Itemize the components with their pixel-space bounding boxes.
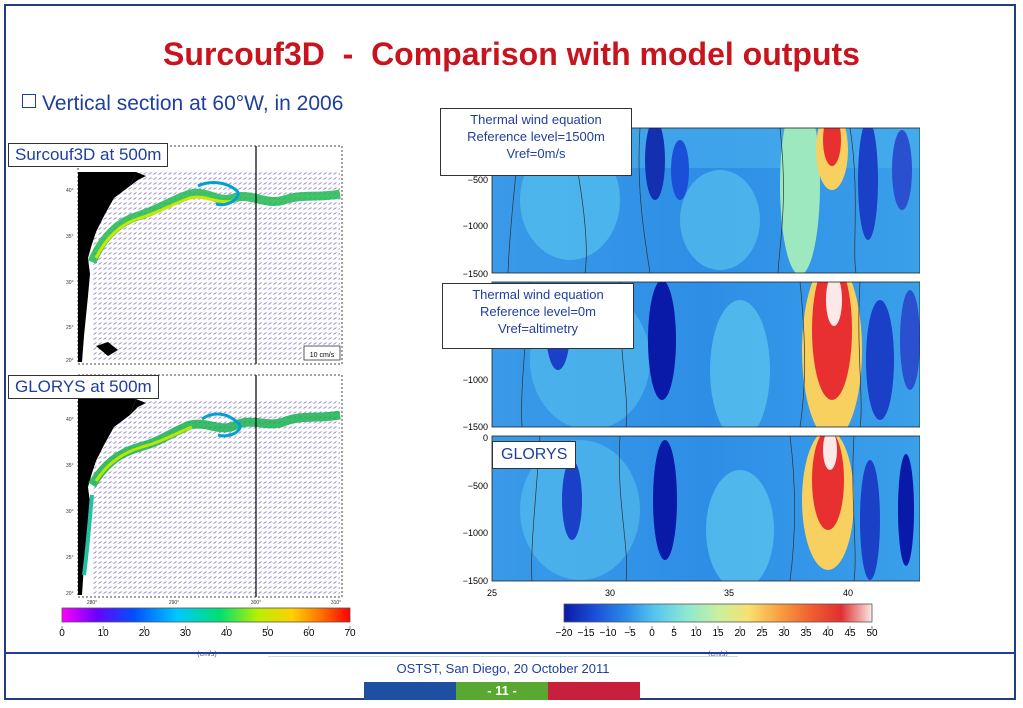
colorbar-tick-label: 10	[690, 628, 702, 639]
slide-title: Surcouf3D - Comparison with model output…	[163, 36, 860, 72]
depth-tick: −1500	[463, 422, 488, 432]
footer-bar-blue	[364, 682, 456, 700]
section-colorbar: −20 −15 −10 −5 0 5 10 15 20 25 30 35 40 45 50 (cm/s)	[556, 603, 878, 658]
section-lat-tick: 35	[724, 588, 734, 598]
checkbox-bullet-icon	[22, 94, 36, 108]
colorbar-tick-label: 50	[262, 628, 274, 639]
panel1-caption: Thermal wind equation Reference level=15…	[440, 108, 632, 176]
colorbar-tick-label: 0	[59, 628, 65, 639]
section-lat-tick: 40	[843, 588, 853, 598]
map-lat-tick: 25°	[66, 325, 74, 331]
map-lon-ticks: 280° 290° 300° 310°	[87, 600, 341, 606]
surcouf3d-map: 10 cm/s 40° 35° 30° 25° 20°	[66, 145, 343, 365]
footer-text: OSTST, San Diego, 20 October 2011	[268, 656, 738, 681]
surcouf3d-label: Surcouf3D at 500m	[8, 143, 169, 167]
map-lat-tick: 40°	[66, 417, 74, 423]
map-lat-ticks-bottom: 40° 35° 30° 25° 20°	[66, 417, 74, 597]
map-lon-tick: 290°	[169, 600, 179, 606]
page-number: - 11 -	[456, 682, 548, 700]
depth-tick: −1000	[463, 375, 488, 385]
map-lat-tick: 20°	[66, 591, 74, 597]
map-lon-tick: 280°	[87, 600, 97, 606]
map-lon-tick: 300°	[251, 600, 261, 606]
caption-line: Vref=0m/s	[506, 146, 566, 161]
depth-tick: −1500	[463, 269, 488, 279]
glorys-section-label: GLORYS	[492, 441, 577, 469]
colorbar-tick-label: 5	[671, 628, 677, 639]
depth-tick: −1500	[463, 576, 488, 586]
depth-ticks: −500 −1000 −1500 −1000 −1500 0 −500 −100…	[463, 175, 488, 586]
scale-label: 10 cm/s	[310, 352, 335, 359]
map-lat-tick: 40°	[66, 188, 74, 194]
map-lat-tick: 20°	[66, 358, 74, 364]
footer-bar-red	[548, 682, 640, 700]
colorbar-tick-label: 0	[649, 628, 655, 639]
depth-tick: −500	[468, 175, 488, 185]
depth-tick: −1000	[463, 221, 488, 231]
colorbar-tick-label: 20	[139, 628, 151, 639]
colorbar-tick-label: 30	[180, 628, 192, 639]
map-lat-tick: 30°	[66, 509, 74, 515]
colorbar-tick-label: 45	[844, 628, 856, 639]
map-lat-tick: 35°	[66, 463, 74, 469]
colorbar-tick-label: 50	[866, 628, 878, 639]
bullet-point: Vertical section at 60°W, in 2006	[22, 92, 343, 116]
section-lat-tick: 25	[487, 588, 497, 598]
coastline-land	[78, 172, 136, 362]
map-colorbar-unit: (cm/s)	[197, 651, 216, 658]
gulf-stream-jet	[87, 188, 341, 264]
glorys-map: 40° 35° 30° 25° 20° 280° 290° 300° 310°	[66, 374, 343, 606]
caption-line: Reference level=1500m	[467, 129, 605, 144]
section-lat-ticks: 25 30 35 40	[487, 588, 853, 598]
depth-tick: −1000	[463, 528, 488, 538]
colorbar-tick-label: 20	[734, 628, 746, 639]
colorbar-tick-label: 70	[344, 628, 356, 639]
colorbar-tick-label: −10	[600, 628, 617, 639]
caption-line: Reference level=0m	[480, 304, 596, 319]
colorbar-tick-label: 10	[98, 628, 110, 639]
colorbar-tick-label: 35	[800, 628, 812, 639]
colorbar-tick-label: 60	[303, 628, 315, 639]
colorbar-tick-label: 30	[778, 628, 790, 639]
footer-divider	[6, 652, 1014, 654]
colorbar-tick-label: 40	[221, 628, 233, 639]
colorbar-tick-label: 25	[756, 628, 768, 639]
glorys-map-label: GLORYS at 500m	[8, 375, 159, 399]
section-lat-tick: 30	[605, 588, 615, 598]
caption-line: Vref=altimetry	[497, 321, 579, 336]
panel2-caption: Thermal wind equation Reference level=0m…	[442, 283, 634, 349]
map-lon-tick: 310°	[331, 600, 341, 606]
section-colorbar-unit: (cm/s)	[708, 651, 727, 658]
caption-line: Thermal wind equation	[472, 287, 604, 302]
map-colorbar: 0 10 20 30 40 50 60 70 (cm/s)	[59, 607, 356, 658]
map-lat-ticks: 40° 35° 30° 25° 20°	[66, 188, 74, 364]
colorbar-tick-label: −5	[624, 628, 636, 639]
depth-tick: −500	[468, 481, 488, 491]
depth-tick: 0	[483, 433, 488, 443]
vertical-sections: −500 −1000 −1500 −1000 −1500 0 −500 −100…	[463, 127, 920, 658]
colorbar-tick-label: 15	[712, 628, 724, 639]
colorbar-tick-label: −15	[578, 628, 595, 639]
bullet-text: Vertical section at 60°W, in 2006	[42, 92, 344, 115]
colorbar-tick-label: −20	[556, 628, 573, 639]
velocity-maps: 10 cm/s 40° 35° 30° 25° 20° 40° 35° 30° …	[59, 145, 356, 658]
caption-line: Thermal wind equation	[470, 112, 602, 127]
map-lat-tick: 35°	[66, 234, 74, 240]
map-lat-tick: 25°	[66, 555, 74, 561]
map-lat-tick: 30°	[66, 280, 74, 286]
colorbar-tick-label: 40	[822, 628, 834, 639]
